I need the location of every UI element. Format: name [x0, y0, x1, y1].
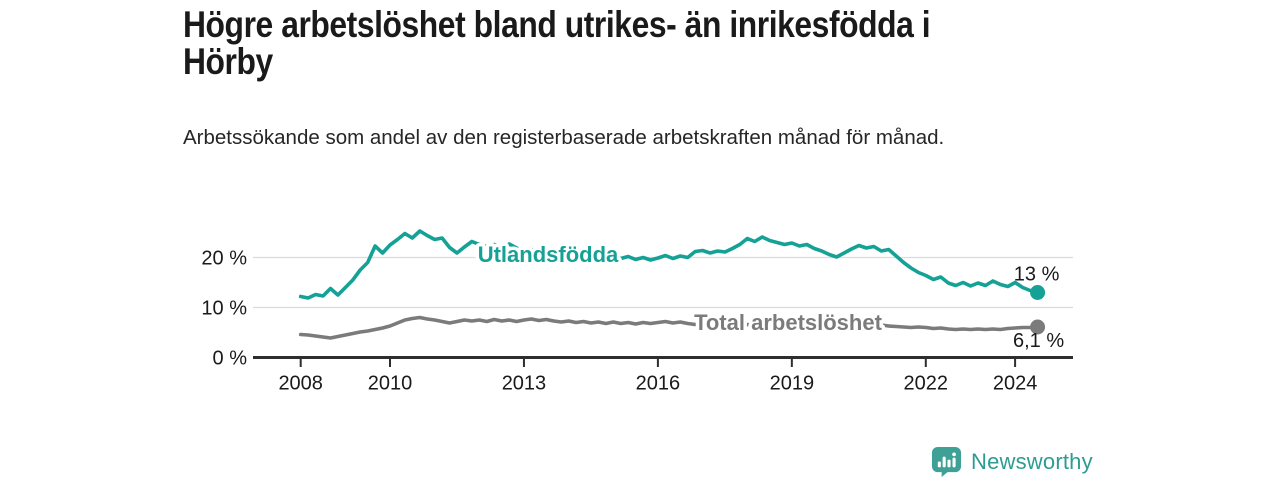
x-tick-label-2019: 2019 [770, 373, 815, 395]
end-dot-utlandsfodda [1030, 285, 1046, 300]
series-label-total: Total arbetslöshet [694, 310, 883, 335]
series-line-total [298, 315, 1040, 340]
end-label-total: 6,1 % [1013, 330, 1064, 352]
end-dot-total [1030, 319, 1046, 335]
series-line-utlandsfodda [298, 229, 1040, 300]
y-tick-label-0: 0 % [213, 348, 248, 370]
y-tick-label-10: 10 % [201, 298, 247, 320]
y-tick-label-20: 20 % [201, 248, 247, 270]
end-label-utlandsfodda: 13 % [1014, 264, 1060, 286]
chart-title-line1: Högre arbetslöshet bland utrikes- än inr… [183, 4, 931, 45]
x-tick-label-2024: 2024 [993, 373, 1038, 395]
newsworthy-logo-text: Newsworthy [971, 448, 1093, 474]
x-tick-label-2016: 2016 [636, 373, 681, 395]
x-tick-label-2008: 2008 [278, 373, 323, 395]
chart-title: Högre arbetslöshet bland utrikes- än inr… [183, 4, 931, 82]
newsworthy-logo[interactable]: Newsworthy [931, 446, 1093, 477]
x-tick-label-2022: 2022 [904, 373, 949, 395]
x-tick-label-2013: 2013 [502, 373, 547, 395]
series-label-utlandsfodda: Utlandsfödda [478, 242, 619, 267]
x-tick-label-2010: 2010 [368, 373, 413, 395]
chart-title-line2: Hörby [183, 41, 273, 82]
newsworthy-logo-icon [931, 446, 962, 477]
chart-subtitle: Arbetssökande som andel av den registerb… [183, 126, 945, 149]
